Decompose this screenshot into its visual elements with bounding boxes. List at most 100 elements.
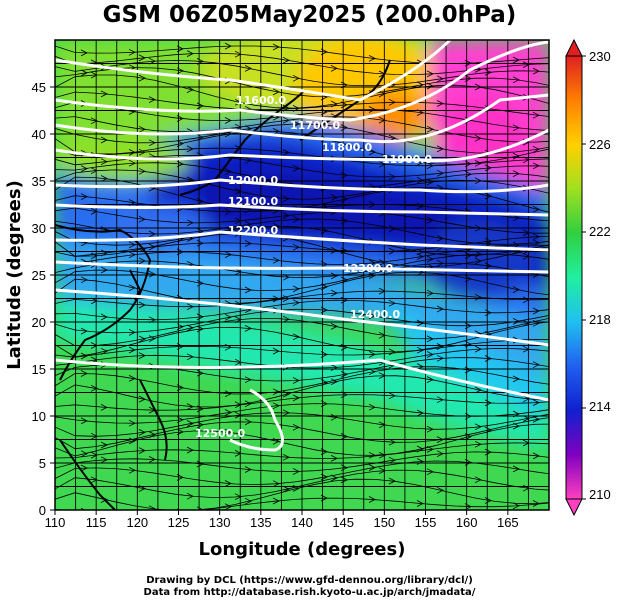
streamline bbox=[55, 469, 549, 499]
flow-arrow bbox=[474, 250, 482, 258]
flow-arrow bbox=[522, 252, 530, 260]
flow-arrow bbox=[148, 139, 156, 147]
flow-arrow bbox=[388, 456, 396, 464]
colorbar-label-214: 214 bbox=[589, 399, 611, 414]
streamline bbox=[55, 348, 549, 369]
flow-arrow bbox=[272, 43, 280, 51]
flow-arrow bbox=[388, 392, 396, 400]
flow-arrow bbox=[282, 195, 290, 203]
flow-arrow bbox=[100, 249, 108, 257]
axes: 110 115 120 125 130 135 140 145 150 155 160 165 0 5 10… bbox=[32, 80, 519, 530]
flow-arrow bbox=[532, 205, 540, 213]
flow-arrow bbox=[532, 145, 540, 153]
map-title: GSM 06Z05May2025 (200.0hPa) bbox=[102, 2, 517, 28]
streamline bbox=[55, 451, 549, 472]
x-tick-label: 135 bbox=[250, 515, 272, 530]
colorbar-bottom-arrow bbox=[565, 498, 583, 517]
flow-arrow bbox=[234, 50, 242, 58]
flow-arrow bbox=[416, 177, 424, 184]
flow-arrow bbox=[292, 299, 300, 307]
flow-arrow bbox=[234, 358, 242, 366]
flow-arrow bbox=[100, 158, 108, 166]
height-contours bbox=[55, 40, 549, 452]
coastline bbox=[55, 59, 391, 510]
flow-arrow bbox=[532, 399, 540, 406]
streamline bbox=[55, 321, 549, 358]
flow-arrow bbox=[138, 125, 146, 133]
contour-label-12000: 12000.0 bbox=[228, 174, 278, 187]
flow-arrow bbox=[426, 376, 434, 383]
streamline bbox=[55, 130, 549, 165]
flow-arrow bbox=[416, 319, 424, 327]
streamline bbox=[55, 375, 549, 408]
flow-arrow bbox=[186, 324, 194, 332]
flow-arrow bbox=[272, 128, 280, 135]
flow-arrow bbox=[128, 437, 136, 445]
streamline bbox=[55, 59, 549, 87]
y-tick-label: 45 bbox=[32, 80, 46, 95]
flow-arrow bbox=[416, 500, 424, 507]
flow-arrow bbox=[378, 467, 386, 475]
y-tick-label: 35 bbox=[32, 174, 46, 189]
flow-arrow bbox=[436, 450, 444, 458]
flow-arrow bbox=[90, 167, 98, 175]
flow-arrow bbox=[512, 170, 520, 177]
flow-arrow bbox=[128, 419, 136, 427]
credits: Drawing by DCL (https://www.gfd-dennou.o… bbox=[0, 575, 619, 599]
flow-arrow bbox=[330, 289, 338, 297]
colorbar-label-226: 226 bbox=[589, 137, 611, 152]
flow-arrow bbox=[368, 496, 376, 503]
flow-arrow bbox=[416, 346, 424, 354]
flow-arrow bbox=[416, 253, 424, 260]
flow-arrow bbox=[426, 162, 434, 170]
flow-arrow bbox=[176, 384, 184, 391]
flow-arrow bbox=[378, 90, 386, 98]
flow-arrow bbox=[512, 502, 520, 510]
flow-arrow bbox=[426, 70, 434, 78]
flow-arrow bbox=[80, 417, 88, 425]
flow-arrow bbox=[292, 377, 300, 384]
flow-arrow bbox=[532, 162, 540, 170]
flow-arrow bbox=[330, 272, 338, 280]
flow-arrow bbox=[138, 148, 146, 156]
flow-arrow bbox=[282, 453, 290, 461]
flow-arrow bbox=[224, 428, 232, 436]
flow-arrow bbox=[282, 212, 290, 219]
flow-arrow bbox=[282, 485, 290, 493]
flow-arrow bbox=[292, 468, 300, 475]
streamline bbox=[55, 101, 549, 131]
colorbar-label-210: 210 bbox=[589, 487, 611, 502]
flow-arrow bbox=[522, 61, 530, 68]
flow-arrow bbox=[148, 270, 156, 278]
flow-arrow bbox=[436, 305, 444, 313]
flow-arrow bbox=[436, 486, 444, 494]
y-tick-label: 25 bbox=[32, 268, 46, 283]
flow-arrow bbox=[436, 75, 444, 83]
flow-arrow bbox=[368, 272, 376, 279]
streamline bbox=[55, 417, 549, 450]
flow-arrow bbox=[128, 466, 136, 474]
y-tick-label: 5 bbox=[39, 456, 46, 471]
flow-arrow bbox=[368, 259, 376, 267]
flow-arrow bbox=[436, 235, 444, 242]
x-axis-label: Longitude (degrees) bbox=[199, 539, 406, 560]
flow-arrow bbox=[426, 446, 434, 453]
flow-arrow bbox=[368, 312, 376, 320]
flow-arrow bbox=[292, 394, 300, 402]
flow-arrow bbox=[186, 145, 194, 153]
x-tick-label: 120 bbox=[126, 515, 148, 530]
flow-arrow bbox=[224, 313, 232, 321]
flow-arrow bbox=[100, 136, 108, 144]
flow-arrow bbox=[532, 500, 540, 507]
x-tick-label: 150 bbox=[373, 515, 395, 530]
flow-arrow bbox=[512, 286, 520, 293]
streamline bbox=[55, 91, 549, 117]
flow-arrow bbox=[378, 160, 386, 168]
flow-arrow bbox=[148, 335, 156, 342]
flow-arrow bbox=[330, 364, 338, 371]
flow-arrow bbox=[416, 409, 424, 417]
flow-arrow bbox=[176, 323, 184, 331]
y-tick-label: 20 bbox=[32, 315, 46, 330]
flow-arrow bbox=[90, 384, 98, 392]
